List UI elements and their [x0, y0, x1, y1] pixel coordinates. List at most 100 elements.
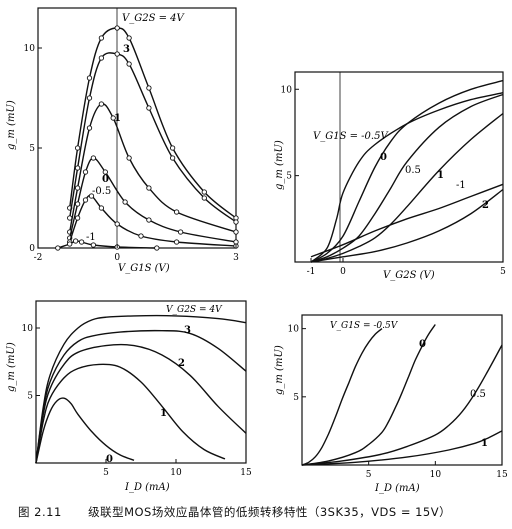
data-point: [74, 165, 81, 171]
br-label-vg1s: V_G1S = -0.5V: [330, 321, 399, 331]
series-line-p1-3: [310, 112, 504, 263]
caption-text: 级联型MOS场效应晶体管的低频转移特性（3SK35，VDS = 15V）: [88, 505, 452, 519]
x-tick-label: 10: [170, 468, 182, 478]
series-line-p3-0: [301, 328, 383, 466]
y-tick-label: 5: [27, 392, 33, 402]
tl-label-3: 3: [123, 44, 130, 55]
x-tick-label: 15: [240, 468, 252, 478]
bl-label-0: 0: [106, 454, 113, 465]
y-tick-label: 10: [24, 44, 36, 54]
series-line-p3-3: [301, 430, 503, 466]
data-point: [201, 195, 207, 201]
data-point: [233, 229, 239, 235]
x-tick-label: 10: [430, 470, 442, 480]
y-tick-label: 5: [29, 144, 35, 154]
x-tick-label: -1: [307, 267, 316, 277]
data-point: [114, 221, 120, 227]
tr-ylabel: g_m (mU): [274, 140, 285, 190]
series-line-p1-5: [310, 188, 504, 263]
bl-label-1: 1: [160, 408, 167, 419]
series-line-p3-2: [301, 344, 503, 466]
data-point: [114, 51, 120, 57]
series-line-p0-1: [69, 52, 237, 223]
bl-ylabel: g_m (mU): [6, 342, 17, 392]
bl-xlabel: I_D (mA): [124, 482, 170, 493]
data-point: [122, 199, 128, 205]
x-tick-label: 0: [340, 267, 346, 277]
data-point: [88, 193, 95, 199]
bl-label-3: 3: [184, 325, 191, 336]
series-line-p2-2: [35, 343, 247, 464]
data-point: [126, 61, 132, 67]
series-line-p3-1: [301, 324, 436, 466]
tr-label-vg1s: V_G1S = -0.5V: [313, 131, 389, 142]
data-point: [138, 233, 144, 239]
figure-caption: 图 2.11 级联型MOS场效应晶体管的低频转移特性（3SK35，VDS = 1…: [18, 504, 508, 520]
data-point: [98, 101, 105, 107]
tl-label-vg2s: V_G2S = 4V: [122, 13, 186, 24]
data-point: [146, 85, 152, 91]
tr-label-m1: -1: [456, 180, 466, 191]
data-point: [146, 185, 152, 191]
y-tick-label: 10: [22, 324, 34, 334]
data-point: [74, 145, 81, 151]
tl-label-m1: -1: [86, 232, 96, 243]
data-point: [114, 25, 120, 31]
panel-bottom-left: 5 10 15 5 10 V_G2S = 4V 3 2 1 0 I_D (mA) g_m…: [6, 300, 252, 493]
data-point: [86, 125, 93, 131]
data-point: [110, 115, 116, 121]
data-point: [72, 238, 79, 244]
data-point: [173, 239, 180, 245]
y-tick-label: 5: [293, 393, 299, 403]
data-point: [86, 75, 93, 81]
x-tick-label: 3: [233, 253, 239, 263]
data-point: [98, 35, 105, 41]
x-tick-label: 5: [366, 470, 372, 480]
data-point: [173, 209, 180, 215]
br-label-1: 1: [481, 438, 488, 449]
x-tick-label: 5: [500, 267, 506, 277]
series-line-p1-0: [310, 92, 504, 263]
br-label-05: 0.5: [470, 389, 486, 400]
bl-label-vg2s: V_G2S = 4V: [166, 305, 223, 315]
bl-label-2: 2: [178, 358, 185, 369]
tl-label-0: 0: [102, 174, 109, 185]
data-point: [154, 245, 160, 251]
x-tick-label: 15: [496, 470, 508, 480]
data-point: [126, 155, 132, 161]
data-point: [177, 229, 184, 235]
data-point: [169, 145, 176, 151]
series-line-p0-5: [57, 240, 157, 249]
br-xlabel: I_D (mA): [374, 483, 420, 494]
panel-top-right: -1 0 5 5 10 V_G1S = -0.5V 0 0.5 1 -1 2 V_G2S…: [274, 71, 506, 281]
data-point: [74, 185, 81, 191]
tr-label-0: 0: [380, 152, 387, 163]
data-point: [146, 105, 152, 111]
data-point: [90, 242, 97, 248]
data-point: [74, 215, 81, 221]
data-point: [169, 155, 176, 161]
series-line-p2-3: [35, 363, 226, 464]
y-tick-label: 5: [286, 172, 292, 182]
tr-label-05: 0.5: [405, 165, 421, 176]
data-point: [102, 169, 108, 175]
series-line-p1-4: [310, 183, 504, 258]
data-point: [146, 217, 152, 223]
tr-label-2: 2: [482, 200, 489, 211]
data-point: [201, 189, 207, 195]
tl-xlabel: V_G1S (V): [118, 263, 170, 274]
series-line-p0-0: [69, 27, 237, 219]
tl-ylabel: g_m (mU): [6, 100, 17, 150]
tr-label-1: 1: [437, 170, 444, 181]
y-tick-label: 10: [281, 85, 293, 95]
y-tick-label: 0: [29, 244, 35, 254]
br-ylabel: g_m (mU): [274, 345, 285, 395]
data-point: [67, 241, 73, 247]
data-point: [74, 201, 81, 207]
series-line-p2-4: [35, 397, 135, 464]
series-line-p1-2: [310, 93, 504, 263]
tl-label-1: 1: [114, 113, 121, 124]
data-point: [82, 197, 89, 203]
